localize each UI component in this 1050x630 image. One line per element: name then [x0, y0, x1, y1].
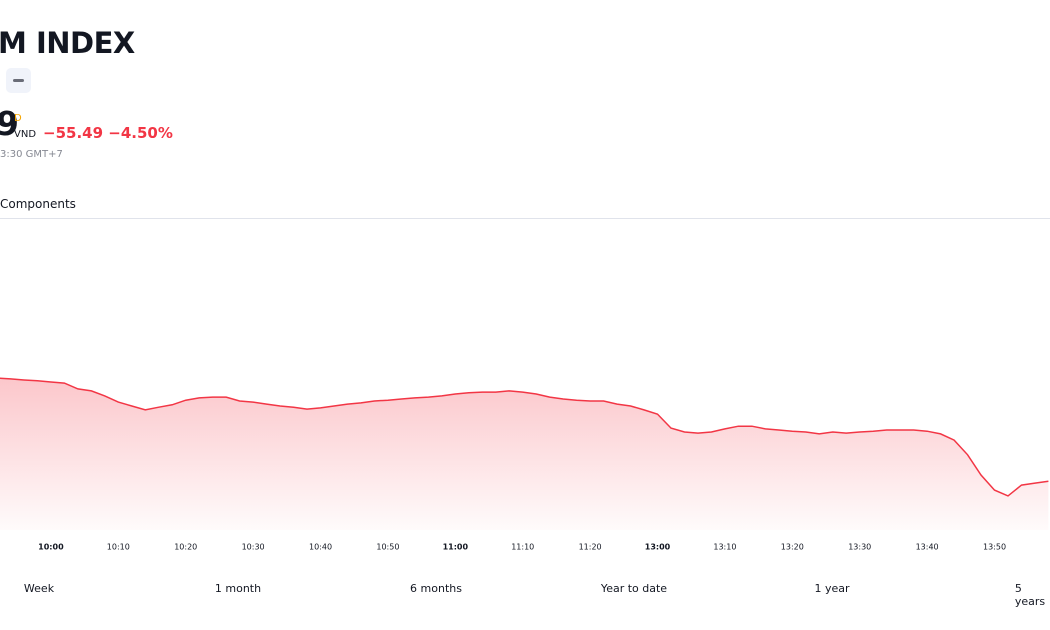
change-abs: −55.49 [43, 124, 104, 142]
x-tick-label: 10:40 [309, 543, 332, 552]
x-tick-label: 13:50 [983, 543, 1006, 552]
x-tick-label: 11:00 [443, 543, 469, 552]
x-tick-label: 10:50 [376, 543, 399, 552]
timestamp: 3:30 GMT+7 [0, 149, 63, 160]
delay-flag: D [14, 113, 22, 124]
more-button[interactable] [6, 68, 31, 93]
x-tick-label: 10:30 [242, 543, 265, 552]
change: −55.49 −4.50% [43, 124, 173, 142]
range-button[interactable]: 5 years [1014, 582, 1046, 608]
x-tick-label: 10:00 [38, 543, 64, 552]
range-button[interactable]: Year to date [600, 582, 668, 595]
x-tick-label: 10:10 [107, 543, 130, 552]
tab[interactable]: Components [0, 197, 76, 211]
price: 9 [0, 104, 19, 143]
x-tick-label: 13:00 [645, 543, 671, 552]
range-button[interactable]: 1 month [214, 582, 262, 595]
x-tick-label: 13:30 [848, 543, 871, 552]
x-tick-label: 13:20 [781, 543, 804, 552]
x-tick-label: 11:20 [579, 543, 602, 552]
symbol-title: M INDEX [0, 26, 135, 60]
x-tick-label: 10:20 [174, 543, 197, 552]
x-tick-label: 13:10 [713, 543, 736, 552]
divider [0, 218, 1050, 219]
range-button[interactable]: Week [23, 582, 55, 595]
change-pct: −4.50% [108, 124, 173, 142]
x-tick-label: 11:10 [511, 543, 534, 552]
currency: VND [14, 129, 37, 140]
price-line [0, 377, 1049, 497]
x-tick-label: 13:40 [916, 543, 939, 552]
area [0, 378, 1049, 530]
range-button[interactable]: 1 year [814, 582, 850, 595]
range-button[interactable]: 6 months [410, 582, 462, 595]
